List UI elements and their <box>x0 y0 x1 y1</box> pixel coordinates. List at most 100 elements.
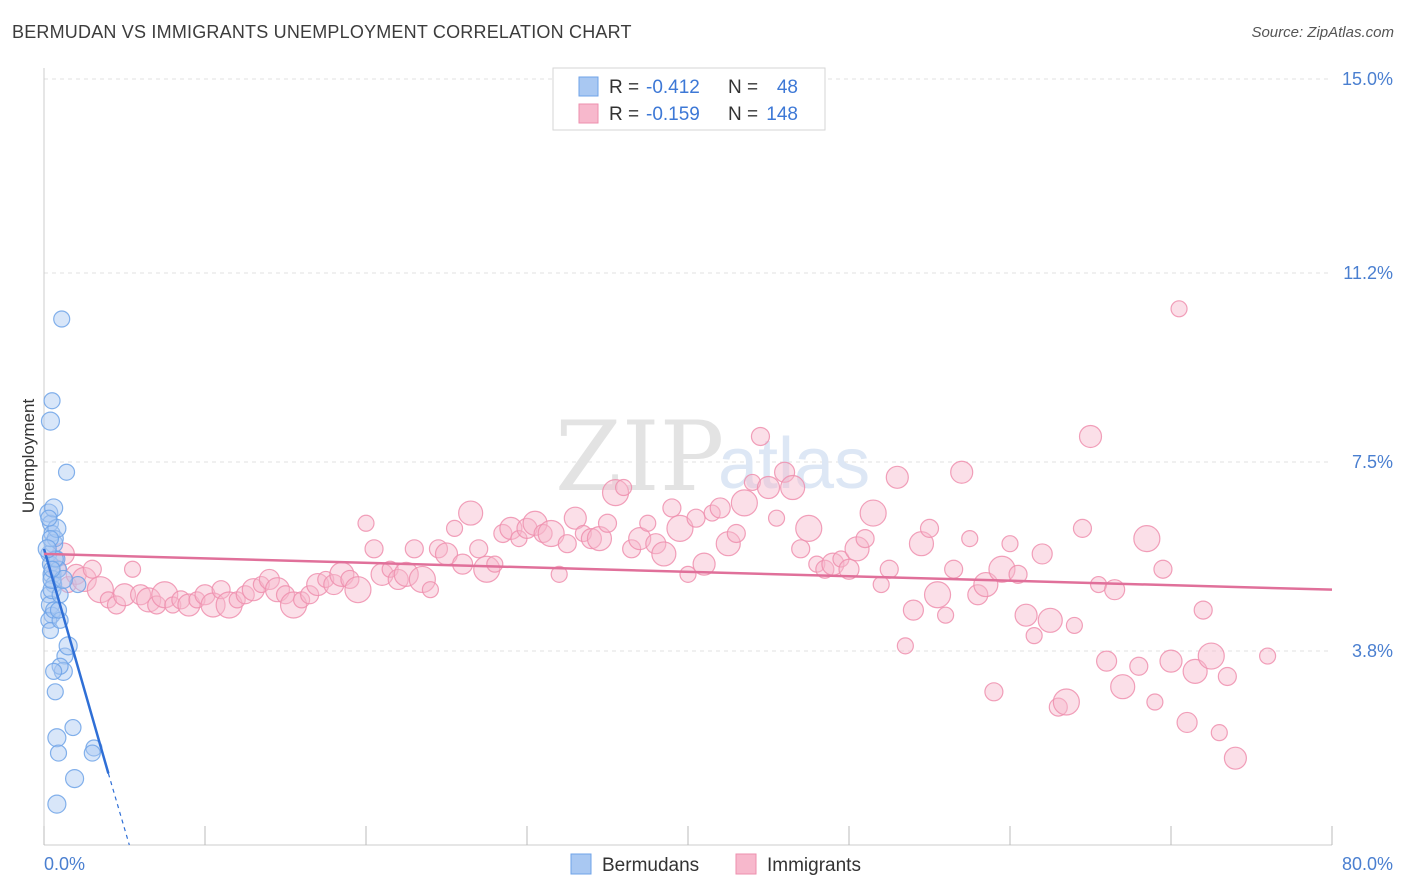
legend-n-value-immigrants: 148 <box>766 104 798 125</box>
immigrant-point <box>923 581 952 609</box>
bottom-legend-label-bermudans: Bermudans <box>602 855 699 876</box>
immigrant-point <box>1153 559 1173 579</box>
bermudan-point <box>40 509 58 527</box>
immigrant-point <box>639 514 657 532</box>
immigrant-point <box>82 559 102 579</box>
immigrant-point <box>357 514 375 532</box>
immigrant-point <box>580 527 603 550</box>
immigrant-point <box>919 518 940 538</box>
immigrant-point <box>516 517 538 539</box>
immigrant-point <box>885 465 909 489</box>
immigrant-point <box>1146 693 1164 711</box>
immigrant-point <box>130 584 152 606</box>
immigrant-point <box>859 499 887 527</box>
immigrant-point <box>902 599 925 621</box>
immigrant-point <box>750 426 771 447</box>
immigrant-point <box>421 581 439 599</box>
immigrant-point <box>628 526 652 551</box>
immigrant-point <box>651 541 677 567</box>
immigrant-point <box>393 561 419 587</box>
immigrant-point <box>791 539 811 559</box>
immigrant-point <box>428 539 449 559</box>
gridlines <box>44 78 1332 652</box>
legend-n-label-bermudans: N = <box>728 77 758 98</box>
bottom-legend: Bermudans Immigrants <box>570 853 861 876</box>
immigrant-point <box>1210 724 1228 742</box>
immigrant-point <box>1025 627 1043 645</box>
bermudans-trendline-extension <box>107 773 130 846</box>
immigrant-point <box>1197 642 1225 670</box>
bottom-legend-swatch-bermudans <box>570 853 592 875</box>
immigrant-point <box>258 568 280 591</box>
watermark-atlas: atlas <box>718 424 870 504</box>
immigrant-point <box>936 606 955 624</box>
immigrant-point <box>961 529 979 548</box>
immigrant-point <box>726 523 746 544</box>
bermudan-point <box>49 744 68 762</box>
immigrant-point <box>622 539 642 559</box>
immigrant-point <box>1001 535 1019 553</box>
chart-title: BERMUDAN VS IMMIGRANTS UNEMPLOYMENT CORR… <box>12 22 632 42</box>
immigrant-point <box>215 591 243 619</box>
immigrant-point <box>364 539 384 559</box>
immigrant-point <box>493 523 513 544</box>
immigrant-point <box>679 565 697 583</box>
immigrant-point <box>323 573 345 596</box>
bermudan-point <box>64 769 85 789</box>
bermudan-point <box>46 683 64 701</box>
immigrant-point <box>597 513 618 533</box>
immigrant-point <box>780 474 806 501</box>
bermudan-point <box>47 794 67 814</box>
immigrant-point <box>666 514 694 542</box>
immigrant-point <box>1223 746 1248 770</box>
immigrant-point <box>815 559 835 579</box>
immigrant-point <box>557 534 577 554</box>
immigrant-point <box>177 593 201 617</box>
immigrant-point <box>344 576 372 604</box>
immigrant-point <box>743 473 762 492</box>
immigrant-point <box>563 506 587 530</box>
bermudan-point <box>40 411 61 431</box>
immigrant-point <box>1095 650 1118 672</box>
immigrant-point <box>773 461 796 483</box>
immigrant-point <box>767 509 786 527</box>
watermark-zip: ZIP <box>555 401 724 513</box>
immigrant-point <box>1072 518 1093 538</box>
immigrant-point <box>1037 607 1063 633</box>
immigrant-point <box>1052 688 1080 716</box>
immigrant-point <box>1008 564 1028 584</box>
immigrant-point <box>686 508 706 528</box>
immigrant-point <box>1110 674 1136 700</box>
immigrant-point <box>645 533 667 555</box>
y-tick-label: 15.0% <box>1342 69 1393 89</box>
immigrant-point <box>844 536 870 562</box>
bermudans-trendline <box>42 548 110 774</box>
y-tick-labels: 3.8% 7.5% 11.2% 15.0% <box>1342 69 1393 661</box>
y-tick-label: 11.2% <box>1343 263 1393 283</box>
immigrant-point <box>988 555 1016 583</box>
y-tick-label: 7.5% <box>1352 452 1393 472</box>
immigrant-point <box>241 578 265 602</box>
immigrant-point <box>279 591 308 619</box>
immigrant-point <box>458 500 484 526</box>
y-tick-label: 3.8% <box>1352 641 1393 661</box>
immigrant-point <box>838 558 860 580</box>
immigrant-point <box>973 571 999 598</box>
immigrant-point <box>1193 600 1213 620</box>
immigrant-point <box>486 555 504 573</box>
immigrant-point <box>1014 603 1038 627</box>
immigrant-point <box>872 575 890 594</box>
legend-swatch-immigrants <box>578 103 599 124</box>
immigrant-point <box>106 595 127 615</box>
y-axis-title: Unemployment <box>19 399 38 514</box>
x-ticks <box>43 826 1333 845</box>
bermudan-point <box>83 744 101 762</box>
immigrant-point <box>662 498 682 518</box>
bermudan-point <box>44 498 64 518</box>
immigrant-point <box>1065 616 1084 635</box>
immigrant-point <box>601 479 630 507</box>
bermudan-point <box>57 463 76 481</box>
immigrant-point <box>522 510 548 536</box>
immigrant-point <box>967 584 989 606</box>
immigrants-trendline <box>43 552 1333 591</box>
